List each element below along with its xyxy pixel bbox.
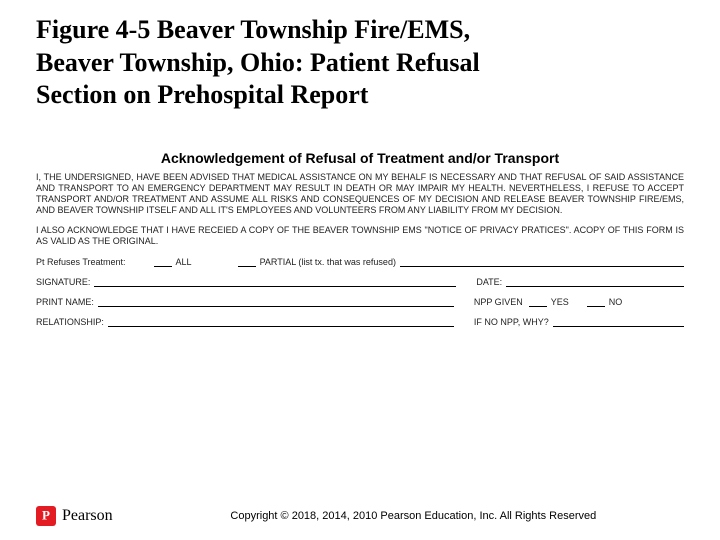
print-name-label: PRINT NAME: — [36, 297, 94, 307]
acknowledgement-heading: Acknowledgement of Refusal of Treatment … — [36, 150, 684, 166]
all-label: ALL — [176, 257, 192, 267]
checkbox-npp-no[interactable] — [587, 297, 605, 307]
date-field[interactable] — [506, 277, 684, 287]
yes-label: YES — [551, 297, 569, 307]
title-line-2: Beaver Township, Ohio: Patient Refusal — [36, 47, 684, 80]
pearson-logo-text: Pearson — [62, 507, 113, 525]
no-label: NO — [609, 297, 623, 307]
print-name-field[interactable] — [98, 297, 454, 307]
legal-paragraph-2: I ALSO ACKNOWLEDGE THAT I HAVE RECEIED A… — [36, 225, 684, 248]
date-label: DATE: — [476, 277, 502, 287]
checkbox-npp-yes[interactable] — [529, 297, 547, 307]
relationship-field[interactable] — [108, 317, 454, 327]
row-refuses-treatment: Pt Refuses Treatment: ALL PARTIAL (list … — [36, 257, 684, 267]
row-relationship: RELATIONSHIP: IF NO NPP, WHY? — [36, 317, 684, 327]
relationship-label: RELATIONSHIP: — [36, 317, 104, 327]
signature-label: SIGNATURE: — [36, 277, 90, 287]
signature-field[interactable] — [94, 277, 456, 287]
npp-given-label: NPP GIVEN — [474, 297, 523, 307]
title-line-3: Section on Prehospital Report — [36, 79, 684, 112]
partial-list-field[interactable] — [400, 257, 684, 267]
if-no-npp-field[interactable] — [553, 317, 684, 327]
if-no-npp-label: IF NO NPP, WHY? — [474, 317, 549, 327]
legal-paragraph-1: I, THE UNDERSIGNED, HAVE BEEN ADVISED TH… — [36, 172, 684, 217]
pearson-logo-mark-icon — [36, 506, 56, 526]
refusal-form: Acknowledgement of Refusal of Treatment … — [36, 150, 684, 328]
title-line-1: Figure 4-5 Beaver Township Fire/EMS, — [36, 14, 684, 47]
checkbox-all[interactable] — [154, 257, 172, 267]
pearson-logo: Pearson — [36, 506, 113, 526]
figure-title: Figure 4-5 Beaver Township Fire/EMS, Bea… — [0, 0, 720, 112]
footer: Pearson Copyright © 2018, 2014, 2010 Pea… — [0, 506, 720, 526]
copyright-text: Copyright © 2018, 2014, 2010 Pearson Edu… — [200, 510, 596, 522]
row-signature: SIGNATURE: DATE: — [36, 277, 684, 287]
partial-label: PARTIAL (list tx. that was refused) — [260, 257, 396, 267]
refuses-treatment-label: Pt Refuses Treatment: — [36, 257, 126, 267]
row-print-name: PRINT NAME: NPP GIVEN YES NO — [36, 297, 684, 307]
checkbox-partial[interactable] — [238, 257, 256, 267]
